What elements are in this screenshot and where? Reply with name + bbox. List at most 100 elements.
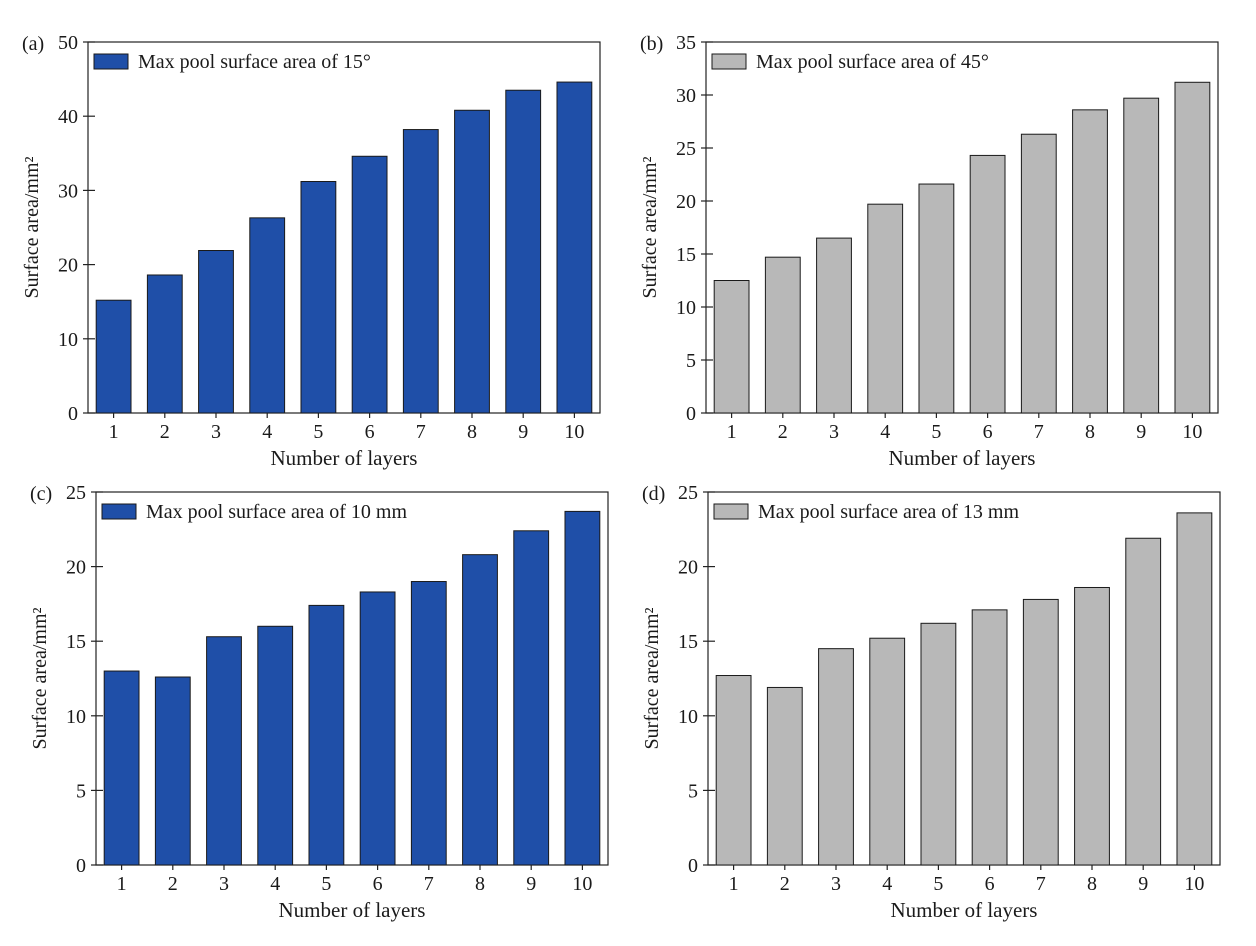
- legend-label: Max pool surface area of 45°: [756, 51, 989, 73]
- y-tick-label: 50: [58, 32, 78, 54]
- y-tick-label: 0: [76, 855, 86, 877]
- y-axis-label: Surface area/mm²: [639, 156, 661, 298]
- y-tick-label: 25: [676, 138, 696, 160]
- x-tick-label: 5: [933, 873, 943, 895]
- x-tick-label: 9: [1138, 873, 1148, 895]
- y-axis-label: Surface area/mm²: [29, 607, 51, 749]
- bar: [971, 609, 1008, 866]
- x-tick-label: 5: [931, 421, 941, 443]
- bar: [103, 670, 140, 866]
- x-tick-label: 8: [1085, 421, 1095, 443]
- x-axis-label: Number of layers: [279, 898, 426, 922]
- bar: [95, 299, 132, 414]
- y-tick-label: 25: [66, 482, 86, 504]
- x-tick-label: 9: [1136, 421, 1146, 443]
- bar: [462, 554, 498, 866]
- x-tick-label: 9: [518, 421, 528, 443]
- legend-label: Max pool surface area of 15°: [138, 51, 371, 73]
- bar: [918, 183, 955, 414]
- x-tick-label: 7: [424, 873, 434, 895]
- bar: [715, 675, 752, 866]
- plot-frame: [705, 41, 1219, 414]
- y-tick-label: 40: [58, 106, 78, 128]
- bar: [257, 625, 294, 866]
- bar: [556, 81, 593, 414]
- bar: [249, 217, 286, 414]
- x-tick-label: 8: [475, 873, 485, 895]
- y-tick-label: 10: [66, 706, 86, 728]
- bar: [764, 256, 801, 414]
- bar: [359, 591, 396, 866]
- x-tick-label: 3: [829, 421, 839, 443]
- y-tick-label: 20: [676, 191, 696, 213]
- y-axis-label: Surface area/mm²: [21, 156, 43, 298]
- x-tick-label: 6: [365, 421, 375, 443]
- x-tick-label: 2: [168, 873, 178, 895]
- panel-label: (c): [30, 483, 52, 505]
- x-tick-label: 2: [778, 421, 788, 443]
- bar: [1020, 133, 1057, 414]
- plot-frame: [95, 491, 609, 866]
- legend-swatch: [93, 53, 129, 70]
- y-tick-label: 25: [678, 482, 698, 504]
- x-tick-label: 1: [727, 421, 737, 443]
- y-tick-label: 15: [678, 631, 698, 653]
- x-tick-label: 9: [526, 873, 536, 895]
- panel-label: (b): [640, 33, 663, 55]
- y-tick-label: 30: [58, 180, 78, 202]
- bar: [1123, 97, 1160, 414]
- bar: [1176, 512, 1213, 866]
- y-tick-label: 35: [676, 32, 696, 54]
- x-tick-label: 3: [831, 873, 841, 895]
- bar: [505, 89, 542, 414]
- x-tick-label: 10: [572, 873, 592, 895]
- bar: [308, 604, 345, 866]
- legend-swatch: [101, 503, 137, 520]
- legend-label: Max pool surface area of 13 mm: [758, 501, 1019, 523]
- chart-panel-3: 0 5 10 15 20 25 1 2 3 4 5 6 7 8 9 10 Number of layers Sur…: [29, 482, 609, 922]
- bar: [816, 237, 852, 414]
- bar: [454, 109, 490, 414]
- chart-panel-4: 0 5 10 15 20 25 1 2 3 4 5 6 7 8 9 10 Number of layers Sur…: [641, 482, 1221, 922]
- plot-frame: [707, 491, 1221, 866]
- panel-label: (d): [642, 483, 665, 505]
- x-tick-label: 5: [313, 421, 323, 443]
- x-tick-label: 7: [416, 421, 426, 443]
- x-tick-label: 4: [880, 421, 890, 443]
- y-tick-label: 0: [686, 403, 696, 425]
- bar: [410, 581, 447, 866]
- bar: [969, 154, 1006, 414]
- bar: [154, 676, 191, 866]
- y-tick-label: 10: [678, 706, 698, 728]
- plot-frame: [87, 41, 601, 414]
- y-tick-label: 20: [66, 557, 86, 579]
- x-tick-label: 6: [983, 421, 993, 443]
- bar: [1125, 537, 1162, 866]
- y-tick-label: 15: [676, 244, 696, 266]
- x-tick-label: 1: [729, 873, 739, 895]
- x-tick-label: 7: [1036, 873, 1046, 895]
- bar: [1174, 81, 1211, 414]
- bar: [402, 129, 439, 414]
- bar: [513, 530, 550, 866]
- y-tick-label: 0: [68, 403, 78, 425]
- x-tick-label: 1: [109, 421, 119, 443]
- legend-label: Max pool surface area of 10 mm: [146, 501, 407, 523]
- bar: [920, 622, 957, 866]
- bar: [1072, 109, 1108, 414]
- y-tick-label: 0: [688, 855, 698, 877]
- x-tick-label: 10: [564, 421, 584, 443]
- y-tick-label: 10: [58, 329, 78, 351]
- y-axis-label: Surface area/mm²: [641, 607, 663, 749]
- legend-swatch: [713, 503, 749, 520]
- x-tick-label: 10: [1182, 421, 1202, 443]
- chart-panel-2: 0 5 10 15 20 25 30 35 1 2 3 4 5 6 7 8 9 10 Number of layer…: [639, 32, 1219, 470]
- x-tick-label: 4: [270, 873, 280, 895]
- y-tick-label: 20: [58, 255, 78, 277]
- x-axis-label: Number of layers: [889, 446, 1036, 470]
- y-tick-label: 30: [676, 85, 696, 107]
- bar: [867, 203, 904, 414]
- y-tick-label: 15: [66, 631, 86, 653]
- bar: [1022, 598, 1059, 866]
- x-tick-label: 4: [882, 873, 892, 895]
